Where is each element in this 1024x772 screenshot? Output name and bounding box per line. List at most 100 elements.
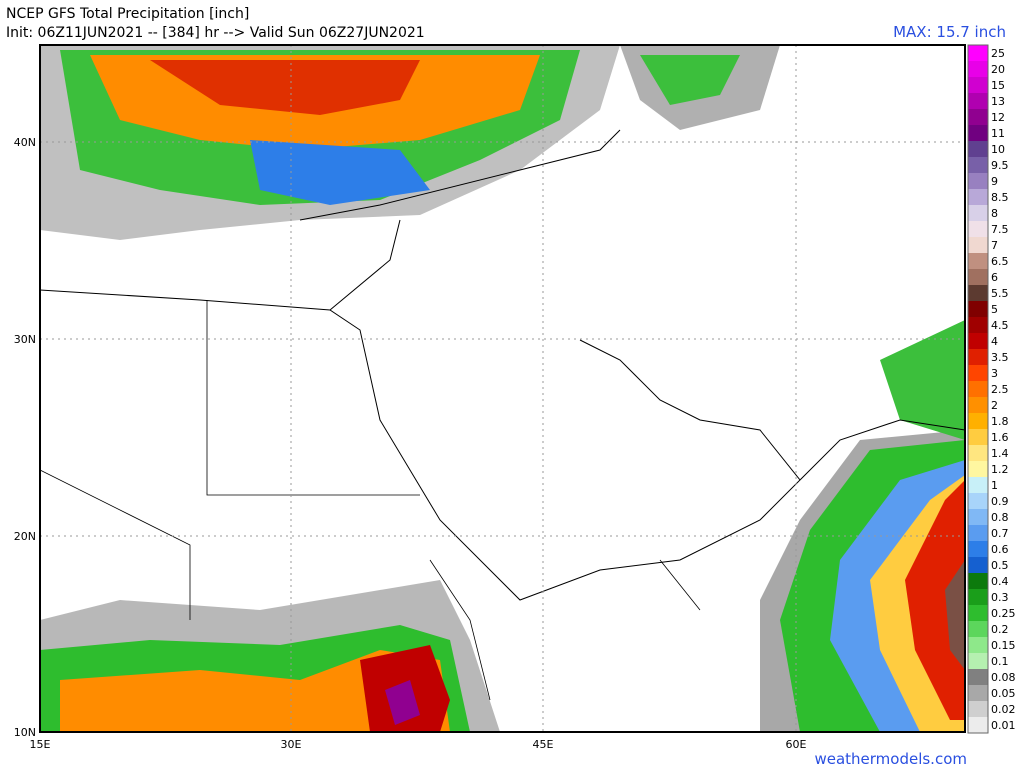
colorbar-label: 0.8	[991, 511, 1009, 524]
lat-label: 40N	[14, 136, 36, 149]
colorbar-label: 0.15	[991, 639, 1016, 652]
colorbar-label: 25	[991, 47, 1005, 60]
colorbar-swatch	[968, 381, 988, 397]
colorbar-swatch	[968, 509, 988, 525]
colorbar-swatch	[968, 397, 988, 413]
colorbar-swatch	[968, 477, 988, 493]
colorbar-swatch	[968, 253, 988, 269]
colorbar-label: 7.5	[991, 223, 1009, 236]
colorbar-label: 0.01	[991, 719, 1016, 732]
colorbar-label: 0.05	[991, 687, 1016, 700]
colorbar-swatch	[968, 717, 988, 733]
lon-label: 30E	[281, 738, 302, 751]
colorbar-swatch	[968, 429, 988, 445]
lat-label: 20N	[14, 530, 36, 543]
colorbar-label: 1	[991, 479, 998, 492]
lat-label: 10N	[14, 726, 36, 739]
map-area	[39, 44, 966, 733]
colorbar-label: 0.4	[991, 575, 1009, 588]
colorbar-label: 2	[991, 399, 998, 412]
colorbar-swatch	[968, 493, 988, 509]
colorbar-label: 4.5	[991, 319, 1009, 332]
colorbar-swatch	[968, 349, 988, 365]
axis-labels: 15E 30E 45E 60E 40N 30N 20N 10N	[14, 136, 807, 751]
colorbar-label: 9	[991, 175, 998, 188]
colorbar-swatch	[968, 445, 988, 461]
colorbar-swatch	[968, 365, 988, 381]
lon-label: 60E	[786, 738, 807, 751]
colorbar-swatch	[968, 557, 988, 573]
colorbar-swatch	[968, 125, 988, 141]
colorbar-label: 15	[991, 79, 1005, 92]
colorbar-swatch	[968, 653, 988, 669]
colorbar-label: 13	[991, 95, 1005, 108]
colorbar-swatch	[968, 173, 988, 189]
colorbar-label: 0.25	[991, 607, 1016, 620]
max-value: MAX: 15.7 inch	[893, 23, 1006, 41]
map-title: NCEP GFS Total Precipitation [inch]	[6, 6, 249, 22]
colorbar-swatch	[968, 45, 988, 61]
colorbar-swatch	[968, 77, 988, 93]
colorbar-label: 7	[991, 239, 998, 252]
colorbar-swatch	[968, 141, 988, 157]
colorbar-label: 4	[991, 335, 998, 348]
colorbar-label: 1.8	[991, 415, 1009, 428]
colorbar-swatch	[968, 189, 988, 205]
colorbar-swatch	[968, 621, 988, 637]
colorbar-label: 0.6	[991, 543, 1009, 556]
colorbar-frame	[967, 44, 989, 734]
colorbar-swatch	[968, 157, 988, 173]
colorbar-label: 0.2	[991, 623, 1009, 636]
colorbar-label: 8	[991, 207, 998, 220]
colorbar-swatch	[968, 701, 988, 717]
colorbar-swatch	[968, 93, 988, 109]
colorbar-label: 0.1	[991, 655, 1009, 668]
colorbar-swatch	[968, 669, 988, 685]
colorbar-label: 6	[991, 271, 998, 284]
colorbar-swatch	[968, 61, 988, 77]
colorbar-swatch	[968, 333, 988, 349]
colorbar-label: 1.2	[991, 463, 1009, 476]
colorbar-label: 0.02	[991, 703, 1016, 716]
colorbar-label: 5	[991, 303, 998, 316]
colorbar-swatch	[968, 205, 988, 221]
lon-label: 15E	[30, 738, 51, 751]
colorbar-swatch	[968, 525, 988, 541]
credit: weathermodels.com	[814, 750, 967, 768]
colorbar-swatch	[968, 317, 988, 333]
colorbar-label: 3	[991, 367, 998, 380]
colorbar-label: 11	[991, 127, 1005, 140]
colorbar-label: 1.4	[991, 447, 1009, 460]
colorbar-swatch	[968, 237, 988, 253]
colorbar-swatch	[968, 637, 988, 653]
colorbar-label: 0.9	[991, 495, 1009, 508]
init-line: Init: 06Z11JUN2021 -- [384] hr --> Valid…	[6, 25, 425, 41]
colorbar-swatch	[968, 685, 988, 701]
colorbar-swatch	[968, 461, 988, 477]
colorbar-label: 9.5	[991, 159, 1009, 172]
colorbar-label: 10	[991, 143, 1005, 156]
colorbar-swatch	[968, 413, 988, 429]
lat-label: 30N	[14, 333, 36, 346]
colorbar-label: 20	[991, 63, 1005, 76]
colorbar-swatch	[968, 269, 988, 285]
colorbar-label: 5.5	[991, 287, 1009, 300]
lon-label: 45E	[533, 738, 554, 751]
colorbar-label: 1.6	[991, 431, 1009, 444]
colorbar-swatch	[968, 221, 988, 237]
colorbar-swatch	[968, 573, 988, 589]
colorbar-swatch	[968, 589, 988, 605]
colorbar-label: 8.5	[991, 191, 1009, 204]
colorbar-label: 3.5	[991, 351, 1009, 364]
colorbar-label: 0.5	[991, 559, 1009, 572]
colorbar-label: 6.5	[991, 255, 1009, 268]
colorbar-label: 2.5	[991, 383, 1009, 396]
colorbar-label: 0.7	[991, 527, 1009, 540]
colorbar-label: 0.08	[991, 671, 1016, 684]
colorbar-label: 0.3	[991, 591, 1009, 604]
colorbar-swatch	[968, 541, 988, 557]
colorbar-swatch	[968, 605, 988, 621]
colorbar-label: 12	[991, 111, 1005, 124]
colorbar-swatch	[968, 109, 988, 125]
